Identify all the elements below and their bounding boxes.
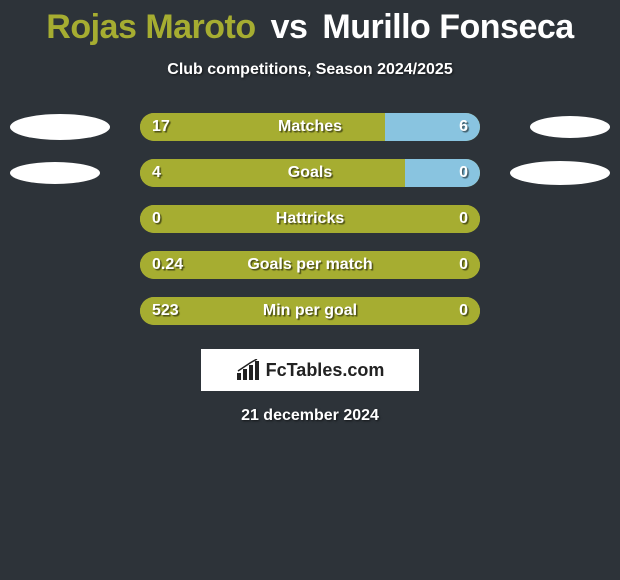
stat-row: 4 Goals 0 [0, 159, 620, 187]
chart-bars-icon [236, 359, 260, 381]
ellipse-right [530, 116, 610, 138]
stat-right-value: 0 [459, 210, 468, 228]
ellipse-left [10, 114, 110, 140]
stat-row: 0 Hattricks 0 [0, 205, 620, 233]
bar-track: 4 Goals 0 [140, 159, 480, 187]
bar-left-fill [140, 113, 385, 141]
stat-left-value: 4 [152, 164, 161, 182]
stat-right-value: 0 [459, 302, 468, 320]
stat-label: Goals per match [247, 256, 372, 274]
stat-label: Hattricks [276, 210, 344, 228]
title-player2: Murillo Fonseca [322, 8, 573, 46]
logo-text: FcTables.com [266, 360, 385, 381]
ellipse-right [510, 161, 610, 185]
stat-label: Min per goal [263, 302, 357, 320]
bar-track: 523 Min per goal 0 [140, 297, 480, 325]
stat-row: 17 Matches 6 [0, 113, 620, 141]
stat-left-value: 523 [152, 302, 179, 320]
stat-right-value: 0 [459, 256, 468, 274]
title-vs: vs [271, 8, 308, 46]
bar-track: 0 Hattricks 0 [140, 205, 480, 233]
stat-right-value: 6 [459, 118, 468, 136]
stat-rows: 17 Matches 6 4 Goals 0 0 Hattricks 0 0.24 Goals pe… [0, 113, 620, 325]
bar-right-fill [405, 159, 480, 187]
date-text: 21 december 2024 [0, 407, 620, 425]
stat-left-value: 0 [152, 210, 161, 228]
subtitle: Club competitions, Season 2024/2025 [0, 61, 620, 79]
bar-left-fill [140, 159, 405, 187]
bar-track: 0.24 Goals per match 0 [140, 251, 480, 279]
ellipse-left [10, 162, 100, 184]
stat-left-value: 17 [152, 118, 170, 136]
stat-label: Goals [288, 164, 332, 182]
stat-row: 523 Min per goal 0 [0, 297, 620, 325]
stat-label: Matches [278, 118, 342, 136]
title-player1: Rojas Maroto [46, 8, 255, 46]
bar-track: 17 Matches 6 [140, 113, 480, 141]
page-title: Rojas Maroto vs Murillo Fonseca [0, 0, 620, 47]
logo-box: FcTables.com [201, 349, 419, 391]
stat-right-value: 0 [459, 164, 468, 182]
stat-left-value: 0.24 [152, 256, 183, 274]
stat-row: 0.24 Goals per match 0 [0, 251, 620, 279]
